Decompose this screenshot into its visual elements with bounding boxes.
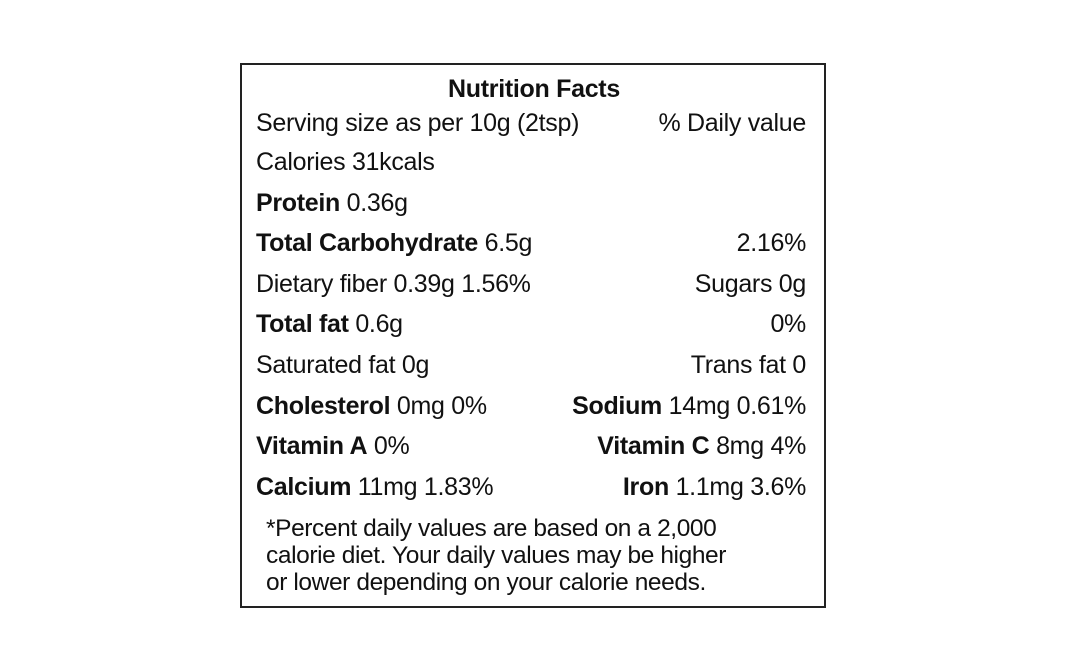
dietary-fiber: Dietary fiber 0.39g 1.56% — [256, 269, 531, 298]
daily-value-header: % Daily value — [658, 109, 806, 137]
footnote-line: calorie diet. Your daily values may be h… — [266, 542, 727, 570]
vitamins-row: Vitamin A 0% Vitamin C 8mg 4% — [256, 426, 812, 467]
serving-size: Serving size as per 10g (2tsp) — [256, 109, 580, 137]
carbohydrate-entry: Total Carbohydrate 6.5g — [256, 223, 532, 263]
footnote-line: or lower depending on your calorie needs… — [266, 569, 706, 597]
calcium-amount: 11mg 1.83% — [351, 472, 494, 501]
vitamin-c-amount: 8mg 4% — [709, 432, 806, 461]
calcium-entry: Calcium 11mg 1.83% — [256, 467, 494, 507]
cholesterol-sodium-row: Cholesterol 0mg 0% Sodium 14mg 0.61% — [256, 386, 812, 427]
cholesterol-label: Cholesterol — [256, 391, 391, 420]
calories-row: Calories 31kcals — [256, 142, 812, 183]
vitamin-c-entry: Vitamin C 8mg 4% — [597, 426, 812, 466]
calories-value: Calories 31kcals — [256, 148, 435, 176]
serving-row: Serving size as per 10g (2tsp) % Daily v… — [256, 104, 812, 142]
protein-amount: 0.36g — [340, 188, 408, 217]
cholesterol-amount: 0mg 0% — [390, 391, 487, 420]
daily-value-footnote: *Percent daily values are based on a 2,0… — [256, 515, 812, 596]
saturated-fat-row: Saturated fat 0g Trans fat 0 — [256, 345, 812, 386]
calcium-label: Calcium — [256, 472, 352, 501]
carbohydrate-daily-value: 2.16% — [736, 229, 807, 258]
iron-amount: 1.1mg 3.6% — [668, 472, 807, 501]
sodium-entry: Sodium 14mg 0.61% — [572, 386, 812, 426]
protein-label: Protein — [256, 188, 341, 217]
vitamin-a-entry: Vitamin A 0% — [256, 426, 410, 466]
iron-entry: Iron 1.1mg 3.6% — [623, 467, 812, 507]
trans-fat: Trans fat 0 — [690, 350, 807, 379]
sodium-label: Sodium — [572, 391, 662, 420]
fat-row: Total fat 0.6g 0% — [256, 304, 812, 345]
fat-entry: Total fat 0.6g — [256, 304, 403, 344]
protein-entry: Protein 0.36g — [256, 183, 408, 223]
fiber-row: Dietary fiber 0.39g 1.56% Sugars 0g — [256, 264, 812, 305]
sodium-amount: 14mg 0.61% — [661, 391, 807, 420]
cholesterol-entry: Cholesterol 0mg 0% — [256, 386, 487, 426]
nutrition-title: Nutrition Facts — [448, 75, 620, 103]
fat-amount: 0.6g — [348, 310, 403, 339]
vitamin-c-label: Vitamin C — [597, 432, 710, 461]
saturated-fat: Saturated fat 0g — [256, 350, 430, 379]
nutrition-facts-panel: Nutrition Facts Serving size as per 10g … — [240, 63, 826, 608]
vitamin-a-amount: 0% — [367, 432, 410, 461]
carbohydrate-amount: 6.5g — [477, 229, 533, 258]
footnote-line: *Percent daily values are based on a 2,0… — [266, 515, 717, 543]
iron-label: Iron — [622, 472, 669, 501]
carbohydrate-row: Total Carbohydrate 6.5g 2.16% — [256, 223, 812, 264]
vitamin-a-label: Vitamin A — [256, 432, 368, 461]
minerals-row: Calcium 11mg 1.83% Iron 1.1mg 3.6% — [256, 467, 812, 508]
carbohydrate-label: Total Carbohydrate — [256, 229, 478, 258]
sugars: Sugars 0g — [694, 269, 807, 298]
fat-daily-value: 0% — [770, 310, 806, 339]
fat-label: Total fat — [256, 310, 349, 339]
protein-row: Protein 0.36g — [256, 183, 812, 224]
